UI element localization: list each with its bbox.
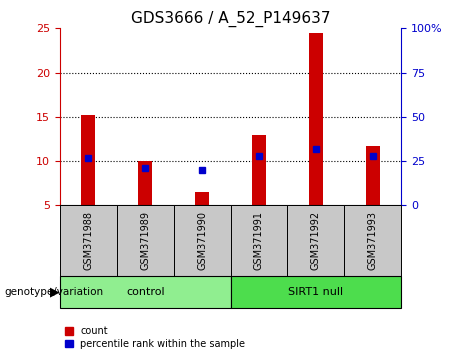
Text: GSM371993: GSM371993 xyxy=(367,211,378,270)
FancyBboxPatch shape xyxy=(287,205,344,276)
FancyBboxPatch shape xyxy=(60,205,117,276)
Text: GSM371988: GSM371988 xyxy=(83,211,94,270)
Bar xyxy=(138,161,152,205)
FancyBboxPatch shape xyxy=(230,276,401,308)
Text: GSM371990: GSM371990 xyxy=(197,211,207,270)
Text: ▶: ▶ xyxy=(50,286,59,298)
FancyBboxPatch shape xyxy=(344,205,401,276)
Bar xyxy=(309,33,323,205)
FancyBboxPatch shape xyxy=(60,276,230,308)
Legend: count, percentile rank within the sample: count, percentile rank within the sample xyxy=(65,326,245,349)
Bar xyxy=(366,146,380,205)
Bar xyxy=(252,135,266,205)
FancyBboxPatch shape xyxy=(117,205,174,276)
Text: genotype/variation: genotype/variation xyxy=(5,287,104,297)
Text: GSM371991: GSM371991 xyxy=(254,211,264,270)
Text: SIRT1 null: SIRT1 null xyxy=(288,287,343,297)
Text: control: control xyxy=(126,287,165,297)
FancyBboxPatch shape xyxy=(230,205,287,276)
Text: GSM371992: GSM371992 xyxy=(311,211,321,270)
Bar xyxy=(81,115,95,205)
Bar xyxy=(195,192,209,205)
Title: GDS3666 / A_52_P149637: GDS3666 / A_52_P149637 xyxy=(131,11,330,27)
Text: GSM371989: GSM371989 xyxy=(140,211,150,270)
FancyBboxPatch shape xyxy=(174,205,230,276)
